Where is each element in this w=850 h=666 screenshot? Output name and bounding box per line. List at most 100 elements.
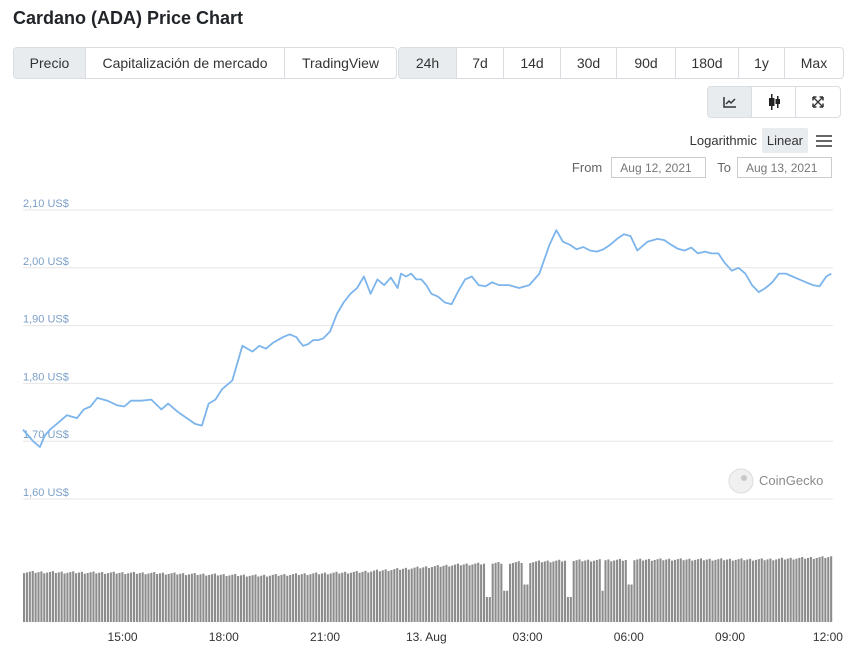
date-range: From Aug 12, 2021 To Aug 13, 2021 bbox=[572, 157, 832, 178]
volume-bar bbox=[263, 574, 266, 622]
volume-bar bbox=[734, 559, 737, 623]
volume-bar bbox=[257, 576, 260, 622]
volume-bar bbox=[234, 574, 237, 622]
volume-bar bbox=[323, 572, 326, 622]
volume-bar bbox=[37, 572, 40, 622]
volume-bar bbox=[283, 574, 286, 622]
volume-bar bbox=[500, 563, 503, 622]
volume-bar bbox=[361, 571, 364, 622]
volume-bar bbox=[222, 574, 225, 622]
volume-bar bbox=[31, 570, 34, 622]
range-90d[interactable]: 90d bbox=[617, 48, 676, 78]
volume-bar bbox=[561, 561, 564, 622]
volume-bar bbox=[555, 560, 558, 622]
volume-bar bbox=[685, 559, 688, 622]
y-tick-label: 1,90 US$ bbox=[23, 314, 69, 326]
volume-bar bbox=[132, 571, 136, 622]
volume-bar bbox=[468, 565, 471, 622]
volume-bar bbox=[280, 574, 283, 622]
volume-bar bbox=[595, 559, 598, 622]
range-max[interactable]: Max bbox=[800, 55, 828, 71]
volume-bar bbox=[141, 572, 144, 622]
y-tick-label: 1,60 US$ bbox=[23, 487, 69, 499]
volume-bar bbox=[92, 571, 95, 622]
tab-tradingview[interactable]: TradingView bbox=[301, 55, 380, 71]
tab-price[interactable]: Precio bbox=[14, 48, 86, 78]
range-1y[interactable]: 1y bbox=[739, 48, 785, 78]
volume-bar bbox=[104, 573, 107, 622]
scale-linear[interactable]: Linear bbox=[761, 128, 808, 153]
volume-bar bbox=[818, 557, 821, 622]
volume-bar bbox=[613, 560, 616, 622]
volume-bar bbox=[462, 564, 465, 622]
from-date-input[interactable]: Aug 12, 2021 bbox=[611, 157, 707, 178]
tab-market-cap[interactable]: Capitalización de mercado bbox=[86, 48, 285, 78]
volume-bar bbox=[509, 563, 512, 622]
volume-bar bbox=[633, 560, 636, 622]
volume-bar bbox=[752, 560, 755, 623]
x-tick-label: 13. Aug bbox=[406, 630, 447, 644]
volume-bar bbox=[497, 562, 500, 622]
volume-bar bbox=[639, 558, 642, 622]
volume-bar bbox=[428, 568, 431, 622]
volume-bar bbox=[474, 563, 477, 622]
volume-bar bbox=[173, 572, 176, 622]
x-tick-label: 06:00 bbox=[614, 630, 644, 644]
volume-bar bbox=[691, 560, 694, 623]
volume-bar bbox=[801, 557, 804, 622]
fullscreen-button[interactable] bbox=[796, 87, 840, 117]
volume-bar bbox=[786, 558, 789, 622]
volume-bar bbox=[636, 559, 639, 622]
volume-bar bbox=[384, 569, 387, 622]
scale-logarithmic[interactable]: Logarithmic bbox=[689, 133, 757, 148]
volume-bar bbox=[532, 562, 535, 622]
volume-bar bbox=[309, 574, 312, 622]
volume-bar bbox=[569, 597, 572, 622]
volume-bar bbox=[422, 567, 425, 622]
volume-bar bbox=[448, 566, 451, 622]
volume-bar bbox=[815, 557, 818, 622]
range-180d[interactable]: 180d bbox=[676, 48, 739, 78]
range-30d[interactable]: 30d bbox=[561, 48, 617, 78]
volume-bar bbox=[367, 572, 370, 622]
volume-bar bbox=[208, 574, 211, 622]
volume-bar bbox=[653, 559, 656, 622]
hamburger-menu-icon[interactable] bbox=[816, 134, 832, 147]
range-24h[interactable]: 24h bbox=[399, 48, 457, 78]
range-14d[interactable]: 14d bbox=[504, 48, 561, 78]
volume-bar bbox=[711, 560, 714, 623]
fullscreen-icon bbox=[812, 96, 824, 108]
volume-bar bbox=[286, 575, 289, 622]
line-chart-button[interactable] bbox=[708, 87, 752, 117]
volume-bar bbox=[491, 563, 494, 622]
coingecko-logo-icon bbox=[728, 468, 754, 494]
volume-bar bbox=[373, 570, 376, 622]
volume-bar bbox=[199, 574, 202, 622]
to-date-input[interactable]: Aug 13, 2021 bbox=[737, 157, 832, 178]
volume-bar bbox=[488, 597, 491, 622]
volume-bar bbox=[297, 575, 300, 622]
volume-bar bbox=[251, 575, 254, 622]
volume-bar bbox=[485, 597, 488, 622]
range-7d[interactable]: 7d bbox=[457, 48, 504, 78]
candlestick-icon bbox=[768, 94, 780, 110]
volume-bar bbox=[679, 558, 682, 623]
volume-bar bbox=[642, 560, 645, 622]
x-tick-label: 15:00 bbox=[108, 630, 138, 644]
volume-bar bbox=[644, 559, 648, 622]
volume-bar bbox=[161, 572, 164, 622]
volume-bar bbox=[587, 559, 590, 622]
volume-bar bbox=[430, 567, 433, 622]
volume-bar bbox=[425, 566, 428, 622]
volume-bar bbox=[763, 560, 766, 622]
volume-bar bbox=[225, 576, 228, 622]
volume-bar bbox=[318, 574, 321, 622]
to-label: To bbox=[717, 160, 731, 175]
x-tick-label: 21:00 bbox=[310, 630, 340, 644]
volume-bar bbox=[702, 560, 705, 622]
volume-bar bbox=[659, 558, 662, 622]
candlestick-button[interactable] bbox=[752, 87, 796, 117]
volume-bar bbox=[248, 575, 251, 622]
volume-bar bbox=[118, 572, 121, 622]
volume-bar bbox=[381, 570, 384, 622]
